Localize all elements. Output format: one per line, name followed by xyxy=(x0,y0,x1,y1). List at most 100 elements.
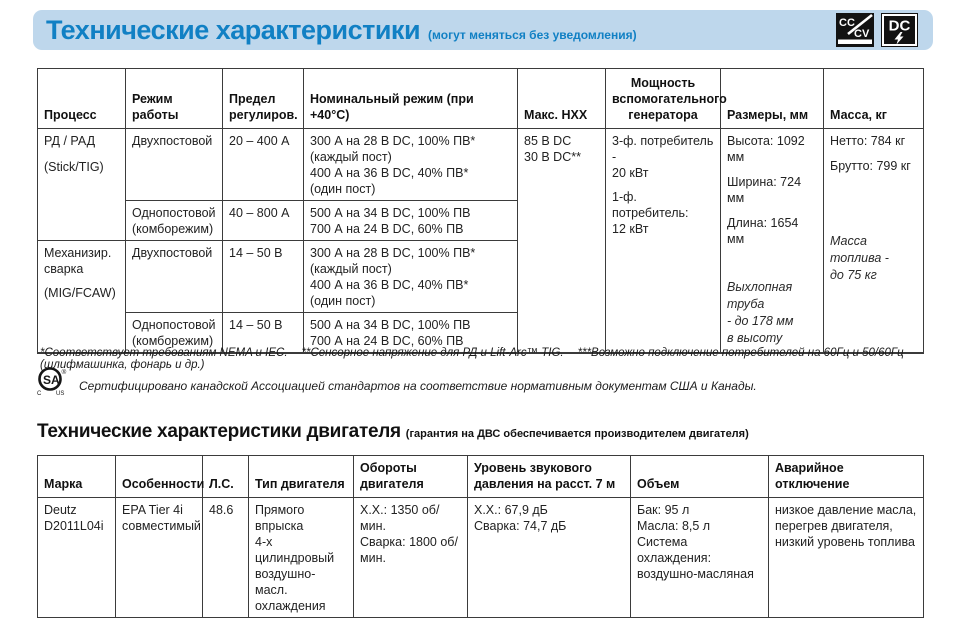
col-header-volume-label: Объем xyxy=(637,477,680,491)
col-header-process-label: Процесс xyxy=(44,108,97,122)
range-value-1: 20 – 400 А xyxy=(229,134,290,148)
fuel-weight-note-line1: Масса топлива - xyxy=(830,234,889,265)
hp-cell: 48.6 xyxy=(202,497,249,618)
col-header-dimensions: Размеры, мм xyxy=(720,68,824,129)
dimensions-length: Длина: 1654 мм xyxy=(727,216,799,246)
col-header-range: Предел регулиров. xyxy=(222,68,304,129)
shutdown-cell: низкое давление масла, перегрев двигател… xyxy=(768,497,924,618)
col-header-mode: Режим работы xyxy=(125,68,223,129)
col-header-process: Процесс xyxy=(37,68,126,129)
shutdown-line3: низкий уровень топлива xyxy=(775,535,915,549)
col-header-rpm-label: Обороты двигателя xyxy=(360,461,424,491)
dc-label: DC xyxy=(889,18,911,35)
rated-dual-line3: 400 А на 36 В DC, 40% ПВ* xyxy=(310,166,469,180)
col-header-weight-label: Масса, кг xyxy=(830,108,887,122)
col-header-engine-type: Тип двигателя xyxy=(248,455,354,498)
process-stick-line2: (Stick/TIG) xyxy=(44,160,104,174)
volume-cooling-line1: Система охлаждения: xyxy=(637,535,712,565)
col-header-range-line2: регулиров. xyxy=(229,108,298,122)
mode-single-line2: (комборежим) xyxy=(132,334,214,348)
shutdown-line2: перегрев двигателя, xyxy=(775,519,893,533)
exhaust-note-line1: Выхлопная труба xyxy=(727,280,793,311)
col-header-hp: Л.С. xyxy=(202,455,249,498)
engine-section-heading: Технические характеристики двигателя (га… xyxy=(37,421,749,443)
rated-cell-dual-2: 300 А на 28 В DC, 100% ПВ* (каждый пост)… xyxy=(303,240,518,313)
spec-row-mig-single: Однопостовой (комборежим) 14 – 50 В 500 … xyxy=(38,312,924,354)
volume-tank: Бак: 95 л xyxy=(637,503,690,517)
rated-dual-line2: (каждый пост) xyxy=(310,150,392,164)
cccv-bottom-label: CV xyxy=(854,28,870,40)
page-title: Технические характеристики xyxy=(46,14,421,45)
aux-power-cell: 3-ф. потребитель - 20 кВт 1-ф. потребите… xyxy=(605,128,721,354)
aux-line4: 12 кВт xyxy=(612,222,649,236)
csa-left-subscript: C xyxy=(37,391,42,396)
footnote-nema: *Соответствует требованиям NEMA и IEC. xyxy=(40,347,288,359)
mode-single-line1: Однопостовой xyxy=(132,206,216,220)
features-cell: EPA Tier 4i совместимый xyxy=(115,497,203,618)
weight-gross: Брутто: 799 кг xyxy=(830,159,911,173)
mode-dual-label: Двухпостовой xyxy=(132,134,213,148)
lightning-bolt-icon xyxy=(894,32,904,45)
engine-type-cell: Прямого впрыска 4-х цилиндровый воздушно… xyxy=(248,497,354,618)
col-header-noise-line1: Уровень звукового xyxy=(474,461,592,475)
rated-single-line2: 700 А на 24 В DC, 60% ПВ xyxy=(310,222,464,236)
col-header-noise-line2: давления на расст. 7 м xyxy=(474,477,616,491)
col-header-ocv: Макс. НХХ xyxy=(517,68,606,129)
rated-cell-single-2: 500 А на 34 В DC, 100% ПВ 700 А на 24 В … xyxy=(303,312,518,354)
col-header-rated-label: Номинальный режим (при +40°C) xyxy=(310,92,474,122)
col-header-aux-line2: вспомогательного xyxy=(612,92,727,106)
mode-dual-label: Двухпостовой xyxy=(132,246,213,260)
exhaust-note-line3: в высоту xyxy=(727,331,783,345)
mode-single-line2: (комборежим) xyxy=(132,222,214,236)
rated-single-line1: 500 А на 34 В DC, 100% ПВ xyxy=(310,206,471,220)
footnotes-line: *Соответствует требованиям NEMA и IEC. **… xyxy=(40,347,940,371)
dimensions-height: Высота: 1092 мм xyxy=(727,134,805,164)
csa-logo-monogram: SA xyxy=(43,373,60,387)
csa-logo-icon: SA ® C US xyxy=(36,366,68,401)
dimensions-width: Ширина: 724 мм xyxy=(727,175,802,205)
engine-table: Марка Особенности Л.С. Тип двигателя Обо… xyxy=(37,455,924,618)
hp-value: 48.6 xyxy=(209,503,234,517)
aux-line2: 20 кВт xyxy=(612,166,649,180)
col-header-weight: Масса, кг xyxy=(823,68,924,129)
rated-single-line2: 700 А на 24 В DC, 60% ПВ xyxy=(310,334,464,348)
engine-data-row: Deutz D2011L04i EPA Tier 4i совместимый … xyxy=(37,497,924,618)
noise-welding: Сварка: 74,7 дБ xyxy=(474,519,567,533)
rpm-idle: Х.Х.: 1350 об/мин. xyxy=(360,503,440,533)
volume-cell: Бак: 95 л Масла: 8,5 л Система охлаждени… xyxy=(630,497,769,618)
dimensions-cell: Высота: 1092 мм Ширина: 724 мм Длина: 16… xyxy=(720,128,824,354)
footnote-aux-consumers: ***Возможно подключение потребителей на … xyxy=(40,347,904,371)
shutdown-line1: низкое давление масла, xyxy=(775,503,917,517)
ocv-cell: 85 В DC 30 В DC** xyxy=(517,128,606,354)
csa-registered-mark: ® xyxy=(62,368,67,376)
rated-dual-line2: (каждый пост) xyxy=(310,262,392,276)
rated-dual-line4: (один пост) xyxy=(310,294,376,308)
spec-row-stick-single: Однопостовой (комборежим) 40 – 800 А 500… xyxy=(38,200,924,241)
engine-section-note: (гарантия на ДВС обеспечивается производ… xyxy=(405,428,749,440)
volume-oil: Масла: 8,5 л xyxy=(637,519,711,533)
rated-cell-dual-1: 300 А на 28 В DC, 100% ПВ* (каждый пост)… xyxy=(303,128,518,201)
title-band: Технические характеристики (могут менять… xyxy=(33,10,933,50)
process-mig-line1: Механизир. xyxy=(44,246,112,260)
rated-dual-line3: 400 А на 36 В DC, 40% ПВ* xyxy=(310,278,469,292)
exhaust-note: Выхлопная труба - до 178 мм в высоту xyxy=(727,279,817,347)
process-stick-line1: РД / РАД xyxy=(44,134,96,148)
csa-certification-row: SA ® C US Сертифицировано канадской Ассо… xyxy=(36,366,757,401)
col-header-hp-label: Л.С. xyxy=(209,477,234,491)
rated-dual-line1: 300 А на 28 В DC, 100% ПВ* xyxy=(310,134,476,148)
mode-cell-single-2: Однопостовой (комборежим) xyxy=(125,312,223,354)
col-header-aux-power: Мощность вспомогательного генератора xyxy=(605,68,727,129)
mode-cell-dual-2: Двухпостовой xyxy=(125,240,223,313)
col-header-mode-label: Режим работы xyxy=(132,92,179,122)
col-header-range-line1: Предел xyxy=(229,92,276,106)
rated-cell-single-1: 500 А на 34 В DC, 100% ПВ 700 А на 24 В … xyxy=(303,200,518,241)
spec-table-header-row: Процесс Режим работы Предел регулиров. Н… xyxy=(37,68,924,129)
col-header-aux-line1: Мощность xyxy=(630,76,696,90)
cccv-badge-icon: CC CV xyxy=(836,13,874,52)
range-value-3: 14 – 50 В xyxy=(229,246,283,260)
weight-cell: Нетто: 784 кг Брутто: 799 кг Масса топли… xyxy=(823,128,924,354)
process-cell-mig-fcaw: Механизир. сварка (MIG/FCAW) xyxy=(37,240,126,354)
spec-row-mig-dual: Механизир. сварка (MIG/FCAW) Двухпостово… xyxy=(37,240,924,354)
engine-section-title: Технические характеристики двигателя xyxy=(37,421,401,442)
ocv-line1: 85 В DC xyxy=(524,134,572,148)
